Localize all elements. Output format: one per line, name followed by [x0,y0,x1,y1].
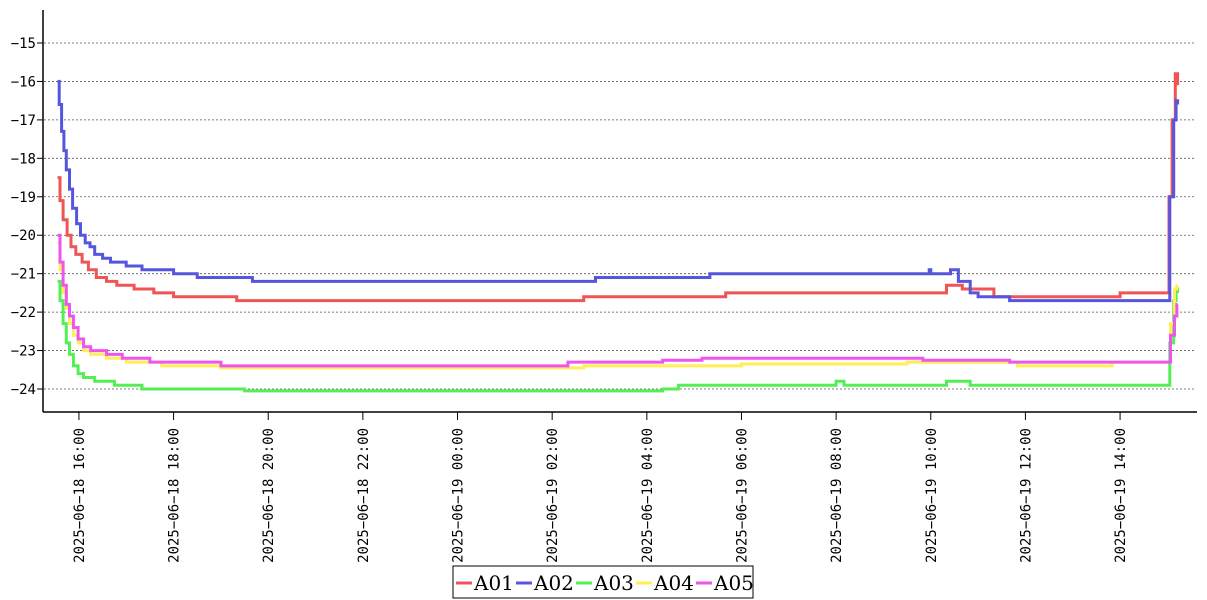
y-tick-label: −21 [11,267,36,283]
x-tick-label: 2025−06−19 00:00 [451,428,467,563]
series-line-a03 [57,279,1180,393]
y-tick-label: −23 [11,344,36,360]
y-tick-label: −15 [11,36,36,52]
y-tick-label: −20 [11,228,36,244]
y-tick-label: −24 [11,382,36,398]
legend-label-a05: A05 [713,571,754,595]
axes [42,10,1197,413]
series-line-a05 [57,233,1179,368]
legend-label-a01: A01 [473,571,514,595]
y-ticks: −15 −16 −17 −18 −19 −20 −21 −22 −23 −24 [11,36,43,398]
x-tick-label: 2025−06−19 12:00 [1018,428,1034,563]
x-tick-label: 2025−06−18 18:00 [167,428,183,563]
y-tick-label: −19 [11,190,36,206]
legend: A01 A02 A03 A04 A05 [452,565,754,599]
x-tick-label: 2025−06−19 04:00 [640,428,656,563]
series-line-a04 [57,241,1179,370]
grid-lines [44,42,1196,390]
y-tick-label: −17 [11,113,36,129]
x-tick-label: 2025−06−18 22:00 [356,428,372,563]
y-tick-label: −16 [11,74,36,90]
x-tick-label: 2025−06−19 06:00 [734,428,750,563]
x-tick-label: 2025−06−19 14:00 [1113,428,1129,563]
x-tick-label: 2025−06−19 08:00 [829,428,845,563]
x-tick-label: 2025−06−19 02:00 [545,428,561,563]
legend-label-a02: A02 [533,571,574,595]
legend-label-a03: A03 [593,571,634,595]
y-tick-label: −18 [11,151,36,167]
x-ticks: 2025−06−18 16:00 2025−06−18 18:00 2025−06−… [72,412,1129,563]
legend-label-a04: A04 [653,571,694,595]
y-tick-label: −22 [11,305,36,321]
series-lines [57,72,1180,393]
x-tick-label: 2025−06−19 10:00 [924,428,940,563]
series-line-a01 [57,72,1180,303]
series-line-a02 [57,79,1180,303]
x-tick-label: 2025−06−18 16:00 [72,428,88,563]
x-tick-label: 2025−06−18 20:00 [261,428,277,563]
